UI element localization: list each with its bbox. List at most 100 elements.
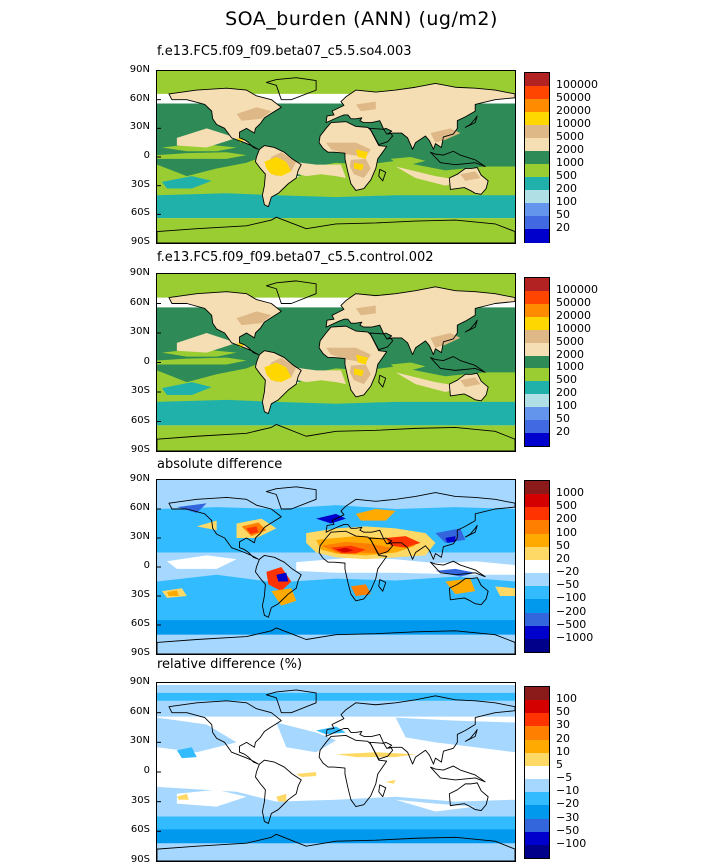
lat-tick-label: 30N: [129, 531, 150, 542]
colorbar-swatch: [525, 481, 549, 495]
coastline: [318, 325, 388, 398]
panel-title: f.e13.FC5.f09_f09.beta07_c5.5.control.00…: [157, 250, 434, 265]
lat-tick-label: 90N: [129, 473, 150, 484]
contour-fill: [350, 584, 371, 596]
colorbar-swatch: [525, 164, 549, 178]
coastline: [448, 782, 489, 812]
contour-fill: [445, 578, 476, 595]
colorbar-swatch: [525, 329, 549, 344]
colorbar-label: 200: [556, 182, 577, 195]
coastline: [464, 729, 478, 742]
coastline: [430, 765, 486, 783]
contour-fill: [355, 149, 368, 159]
colorbar-label: 500: [556, 373, 577, 387]
colorbar-swatch: [525, 779, 549, 793]
colorbar-swatch: [525, 844, 549, 859]
colorbar-swatch: [525, 420, 549, 434]
contour-fill: [264, 157, 292, 177]
contour-fill: [316, 726, 346, 735]
lat-tick-label: 30S: [130, 178, 150, 190]
lat-tick-label: 90N: [129, 267, 150, 278]
contour-fill: [435, 568, 476, 577]
contour-fill: [176, 503, 207, 513]
colorbar-swatch: [525, 700, 549, 714]
colorbar-swatch: [525, 112, 549, 126]
coastline: [369, 332, 394, 351]
colorbar-label: 20: [556, 731, 570, 745]
map-svg: [157, 683, 515, 861]
contour-fill: [176, 789, 247, 807]
colorbar-swatch: [525, 381, 549, 395]
map-panel: [156, 273, 516, 452]
coastline: [464, 319, 478, 333]
coastline: [464, 524, 478, 538]
panel-title: relative difference (%): [157, 657, 303, 672]
contour-fill: [445, 536, 456, 543]
contour-fill: [319, 121, 387, 191]
lat-tick-label: 60N: [129, 296, 150, 308]
contour-fill: [168, 88, 282, 150]
coastline: [168, 87, 282, 150]
colorbar-label: 2000: [556, 143, 584, 156]
contour-fill: [355, 354, 368, 365]
coastline: [325, 82, 515, 150]
contour-fill: [336, 547, 354, 553]
colorbar-label: 2000: [556, 347, 584, 361]
contour-fill: [326, 83, 515, 150]
colorbar-swatch: [525, 765, 549, 780]
contour-fill: [157, 357, 247, 365]
colorbar-swatch: [525, 752, 549, 767]
coastline: [369, 741, 394, 760]
coastline: [448, 372, 489, 402]
coastline: [448, 577, 489, 606]
colorbar-label: 50: [556, 705, 570, 719]
map-panel: [156, 479, 516, 655]
contour-fill: [296, 360, 336, 369]
lat-tick-label: 30N: [129, 735, 150, 747]
map-svg: [157, 274, 515, 451]
coastline: [318, 530, 388, 602]
contour-fill: [355, 101, 376, 112]
colorbar-label: −20: [556, 565, 580, 579]
contour-fill: [449, 167, 489, 195]
contour-fill: [157, 193, 515, 219]
contour-fill: [296, 155, 336, 163]
colorbar-swatch: [525, 290, 549, 305]
coastline: [448, 167, 489, 195]
contour-fill: [157, 364, 515, 410]
coastline: [325, 695, 515, 765]
contour-fill: [276, 722, 336, 753]
colorbar-swatch: [525, 99, 549, 113]
coastline: [254, 145, 302, 208]
colorbar-label: 50000: [556, 91, 591, 104]
colorbar-label: −20: [556, 797, 580, 811]
colorbar-swatch: [525, 138, 549, 152]
colorbar-label: −30: [556, 810, 580, 824]
coastline: [378, 579, 387, 592]
colorbar-swatch: [525, 507, 549, 521]
panel-title: absolute difference: [157, 457, 283, 472]
colorbar-swatch: [525, 713, 549, 727]
contour-fill: [161, 382, 212, 395]
colorbar-label: 5000: [556, 334, 584, 348]
coastline: [254, 759, 302, 824]
colorbar-label: 5: [556, 757, 563, 771]
lat-tick-label: 30S: [130, 385, 150, 396]
contour-fill: [430, 333, 461, 348]
colorbar-label: 20: [556, 221, 570, 234]
contour-fill: [157, 634, 515, 654]
contour-fill: [460, 377, 481, 388]
colorbar: [524, 72, 550, 243]
lat-tick-label: 90N: [129, 676, 150, 687]
colorbar-swatch: [525, 394, 549, 408]
lat-tick-label: 0: [143, 150, 150, 161]
contour-fill: [495, 586, 515, 596]
coastline: [157, 216, 515, 243]
coastline: [168, 291, 282, 356]
colorbar-swatch: [525, 303, 549, 318]
contour-fill: [319, 326, 387, 397]
lat-tick-label: 90S: [130, 444, 150, 455]
colorbar-label: 1000: [556, 360, 584, 374]
lat-tick-label: 60S: [130, 618, 150, 629]
colorbar-swatch: [525, 818, 549, 833]
